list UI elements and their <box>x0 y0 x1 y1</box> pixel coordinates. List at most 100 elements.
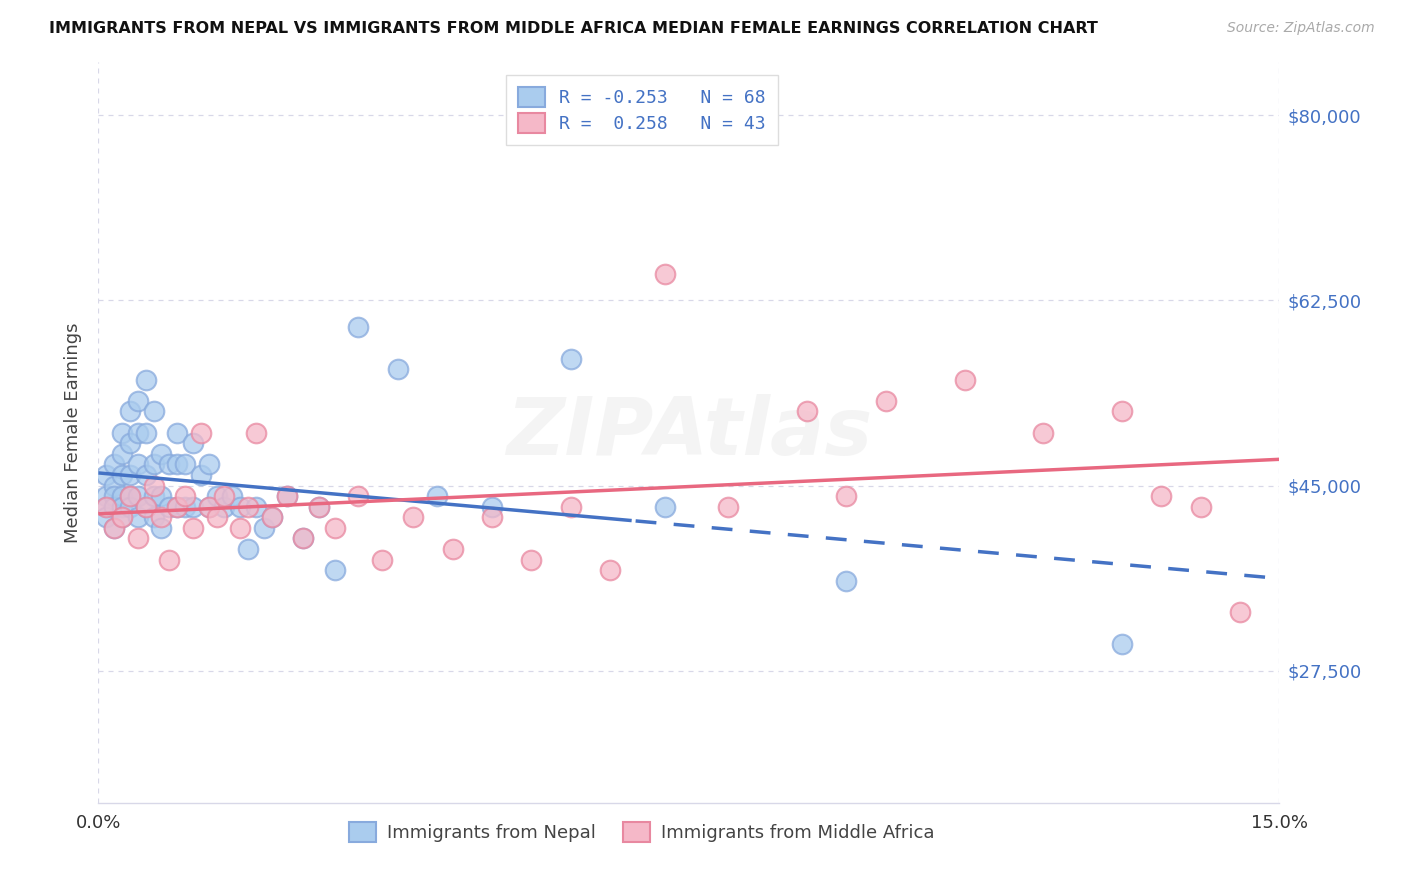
Point <box>717 500 740 514</box>
Point <box>127 510 149 524</box>
Point <box>96 467 118 482</box>
Point <box>142 478 165 492</box>
Point <box>150 489 173 503</box>
Point <box>260 510 283 524</box>
Point <box>835 489 858 503</box>
Point <box>1111 637 1133 651</box>
Point <box>118 404 141 418</box>
Point <box>221 489 243 503</box>
Point <box>276 489 298 503</box>
Point <box>157 552 180 566</box>
Text: IMMIGRANTS FROM NEPAL VS IMMIGRANTS FROM MIDDLE AFRICA MEDIAN FEMALE EARNINGS CO: IMMIGRANTS FROM NEPAL VS IMMIGRANTS FROM… <box>49 21 1098 36</box>
Point <box>481 510 503 524</box>
Point <box>875 393 897 408</box>
Point <box>323 521 346 535</box>
Point <box>1111 404 1133 418</box>
Point <box>197 500 219 514</box>
Point <box>135 467 157 482</box>
Point <box>520 552 543 566</box>
Point <box>111 447 134 461</box>
Point <box>127 458 149 472</box>
Point <box>174 458 197 472</box>
Point <box>157 500 180 514</box>
Point <box>96 489 118 503</box>
Point <box>236 541 259 556</box>
Point <box>127 532 149 546</box>
Text: ZIPAtlas: ZIPAtlas <box>506 393 872 472</box>
Legend: Immigrants from Nepal, Immigrants from Middle Africa: Immigrants from Nepal, Immigrants from M… <box>342 815 942 849</box>
Point <box>323 563 346 577</box>
Point <box>214 500 236 514</box>
Point <box>135 500 157 514</box>
Point <box>229 521 252 535</box>
Point <box>308 500 330 514</box>
Point <box>347 319 370 334</box>
Point <box>135 373 157 387</box>
Point <box>197 458 219 472</box>
Point <box>229 500 252 514</box>
Point <box>253 521 276 535</box>
Point <box>103 458 125 472</box>
Point <box>142 510 165 524</box>
Point <box>481 500 503 514</box>
Point <box>245 500 267 514</box>
Point <box>197 500 219 514</box>
Point <box>103 521 125 535</box>
Point <box>111 510 134 524</box>
Point <box>371 552 394 566</box>
Point <box>1150 489 1173 503</box>
Point <box>111 489 134 503</box>
Point <box>276 489 298 503</box>
Point <box>402 510 425 524</box>
Point <box>796 404 818 418</box>
Point <box>166 500 188 514</box>
Point <box>142 458 165 472</box>
Point <box>654 267 676 281</box>
Point <box>118 489 141 503</box>
Point <box>560 351 582 366</box>
Point <box>127 393 149 408</box>
Point <box>441 541 464 556</box>
Point <box>174 500 197 514</box>
Point <box>96 500 118 514</box>
Y-axis label: Median Female Earnings: Median Female Earnings <box>65 322 83 543</box>
Point <box>127 489 149 503</box>
Point <box>166 458 188 472</box>
Point <box>245 425 267 440</box>
Point <box>560 500 582 514</box>
Point <box>1032 425 1054 440</box>
Point <box>96 510 118 524</box>
Point <box>308 500 330 514</box>
Point <box>260 510 283 524</box>
Point <box>118 500 141 514</box>
Point <box>103 521 125 535</box>
Point <box>150 521 173 535</box>
Point <box>205 510 228 524</box>
Point <box>118 489 141 503</box>
Point <box>150 510 173 524</box>
Point <box>347 489 370 503</box>
Point <box>387 362 409 376</box>
Point <box>190 425 212 440</box>
Point <box>599 563 621 577</box>
Point <box>292 532 315 546</box>
Point <box>111 467 134 482</box>
Point <box>1189 500 1212 514</box>
Point <box>654 500 676 514</box>
Point <box>111 500 134 514</box>
Point <box>111 510 134 524</box>
Point <box>166 500 188 514</box>
Point <box>205 489 228 503</box>
Point <box>118 436 141 450</box>
Point <box>111 425 134 440</box>
Point <box>953 373 976 387</box>
Point <box>103 478 125 492</box>
Point <box>166 425 188 440</box>
Point <box>181 500 204 514</box>
Point <box>214 489 236 503</box>
Point <box>190 467 212 482</box>
Point <box>150 447 173 461</box>
Point <box>96 500 118 514</box>
Point <box>426 489 449 503</box>
Point <box>174 489 197 503</box>
